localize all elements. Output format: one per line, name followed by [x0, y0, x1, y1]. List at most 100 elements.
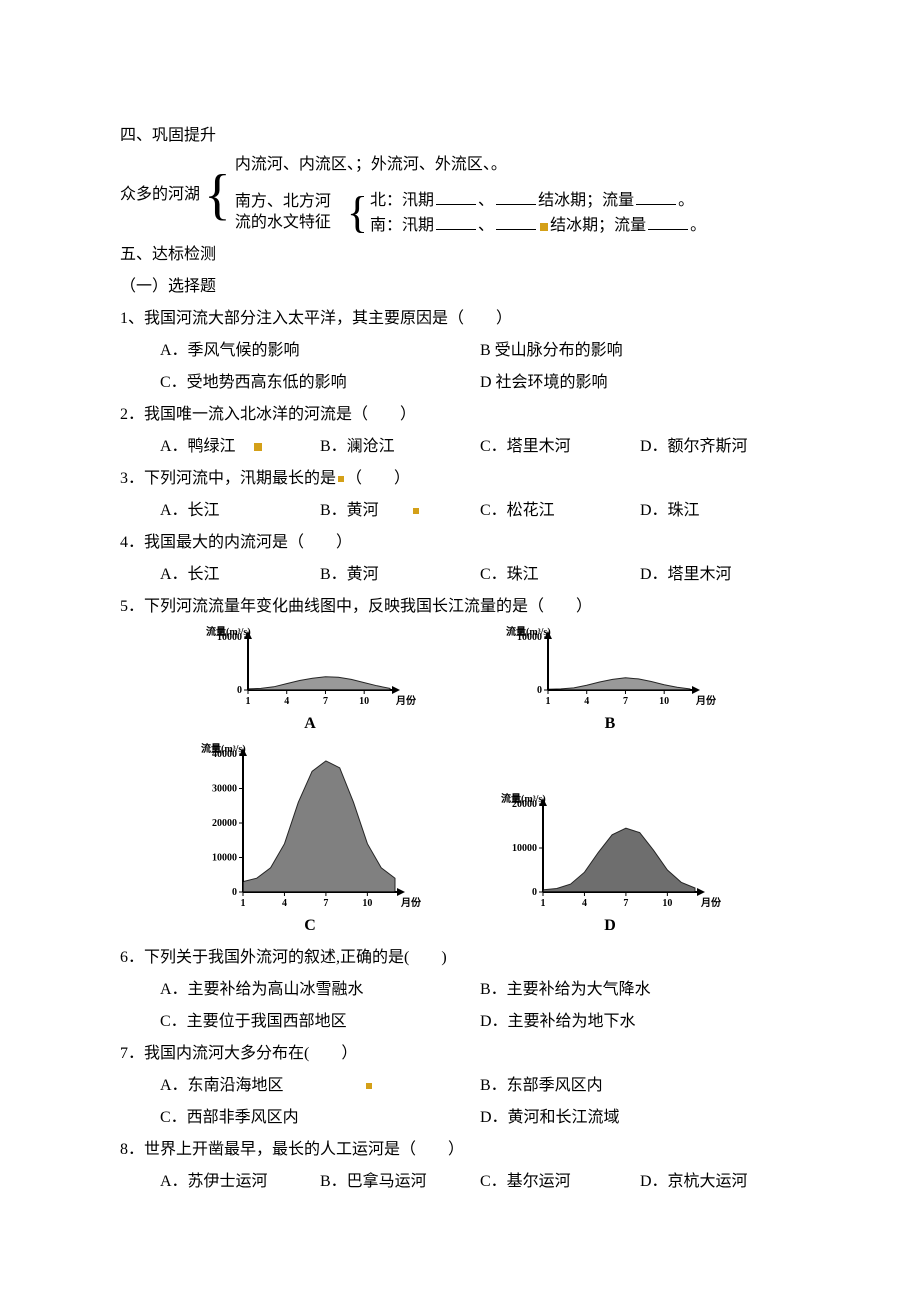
blank-input[interactable] [648, 213, 688, 230]
highlight-mark-icon [540, 223, 548, 231]
svg-text:1: 1 [241, 898, 246, 909]
svg-text:7: 7 [323, 696, 328, 707]
spacer [235, 178, 706, 188]
svg-text:0: 0 [232, 887, 237, 898]
q1-opt-b[interactable]: B 受山脉分布的影响 [480, 335, 800, 367]
svg-text:1: 1 [546, 696, 551, 707]
q6-opt-a[interactable]: A．主要补给为高山冰雪融水 [160, 974, 480, 1006]
svg-text:10000: 10000 [512, 843, 537, 854]
q1-opt-a[interactable]: A．季风气候的影响 [160, 335, 480, 367]
q7-options: A．东南沿海地区 B．东部季风区内 C．西部非季风区内 D．黄河和长江流域 [120, 1070, 800, 1134]
q2-opt-b[interactable]: B．澜沧江 [320, 431, 480, 463]
svg-text:7: 7 [623, 898, 628, 909]
q3-opt-d[interactable]: D．珠江 [640, 495, 800, 527]
q7-opt-a[interactable]: A．东南沿海地区 [160, 1070, 480, 1102]
q3-opt-c[interactable]: C．松花江 [480, 495, 640, 527]
text: 。 [678, 192, 694, 209]
q6-opt-b[interactable]: B．主要补给为大气降水 [480, 974, 800, 1006]
chart-c-col: 01000020000300004000014710流量(m³/s)月份 C [160, 740, 460, 942]
q8-opt-b[interactable]: B．巴拿马运河 [320, 1166, 480, 1198]
chart-a-col: 01000014710流量(m³/s)月份 A [160, 623, 460, 740]
text: 、 [478, 217, 494, 234]
chart-d-col: 0100002000014710流量(m³/s)月份 D [460, 740, 760, 942]
text: 北：汛期 [370, 192, 434, 209]
blank-input[interactable] [636, 188, 676, 205]
q8-opt-a[interactable]: A．苏伊士运河 [160, 1166, 320, 1198]
svg-text:月份: 月份 [395, 694, 417, 707]
q2-opt-c[interactable]: C．塔里木河 [480, 431, 640, 463]
svg-text:0: 0 [237, 685, 242, 696]
q3-opt-b[interactable]: B．黄河 [320, 495, 480, 527]
q7-opt-d[interactable]: D．黄河和长江流域 [480, 1102, 800, 1134]
svg-text:7: 7 [323, 898, 328, 909]
q1-opt-c[interactable]: C．受地势西高东低的影响 [160, 367, 480, 399]
svg-text:0: 0 [532, 887, 537, 898]
text: 南：汛期 [370, 217, 434, 234]
chart-b-col: 01000014710流量(m³/s)月份 B [460, 623, 760, 740]
blank-input[interactable] [436, 188, 476, 205]
text: 、 [478, 192, 494, 209]
text: A．鸭绿江 [160, 438, 236, 455]
svg-text:流量(m³/s): 流量(m³/s) [206, 625, 251, 638]
svg-text:月份: 月份 [400, 896, 422, 909]
blank-input[interactable] [496, 213, 536, 230]
q8-opt-d[interactable]: D．京杭大运河 [640, 1166, 800, 1198]
svg-text:20000: 20000 [212, 818, 237, 829]
q7-opt-c[interactable]: C．西部非季风区内 [160, 1102, 480, 1134]
q7-opt-b[interactable]: B．东部季风区内 [480, 1070, 800, 1102]
text: 结冰期；流量 [550, 217, 646, 234]
section4-title: 四、巩固提升 [120, 120, 800, 152]
q1-opt-d[interactable]: D 社会环境的影响 [480, 367, 800, 399]
svg-text:10: 10 [359, 696, 369, 707]
q4-opt-c[interactable]: C．珠江 [480, 559, 640, 591]
brace-icon: { [200, 167, 235, 223]
svg-text:4: 4 [282, 898, 287, 909]
q2-opt-a[interactable]: A．鸭绿江 [160, 431, 320, 463]
south-line: 南：汛期 、 结冰期；流量 。 [370, 213, 706, 239]
q5-stem: 5．下列河流流量年变化曲线图中，反映我国长江流量的是（ ） [120, 591, 800, 623]
q6-stem: 6．下列关于我国外流河的叙述,正确的是( ) [120, 942, 800, 974]
q3-options: A．长江 B．黄河 C．松花江 D．珠江 [120, 495, 800, 527]
text: 3．下列河流中，汛期最长的是 [120, 470, 336, 487]
q4-opt-b[interactable]: B．黄河 [320, 559, 480, 591]
q4-opt-a[interactable]: A．长江 [160, 559, 320, 591]
chart-b-label: B [605, 708, 616, 740]
q6-opt-d[interactable]: D．主要补给为地下水 [480, 1006, 800, 1038]
svg-text:7: 7 [623, 696, 628, 707]
svg-text:10: 10 [659, 696, 669, 707]
chart-b: 01000014710流量(m³/s)月份 [500, 623, 720, 708]
text: 。 [690, 217, 706, 234]
q6-opt-c[interactable]: C．主要位于我国西部地区 [160, 1006, 480, 1038]
blank-input[interactable] [496, 188, 536, 205]
svg-text:4: 4 [584, 696, 589, 707]
lakes-line1: 内流河、内流区、；外流河、外流区、。 [235, 152, 706, 178]
highlight-mark-icon [254, 443, 262, 451]
svg-text:流量(m³/s): 流量(m³/s) [201, 742, 246, 755]
q4-opt-d[interactable]: D．塔里木河 [640, 559, 800, 591]
text: （ ） [346, 470, 410, 487]
q3-opt-a[interactable]: A．长江 [160, 495, 320, 527]
hydro-label: 南方、北方河流的水文特征 [235, 192, 345, 234]
svg-text:流量(m³/s): 流量(m³/s) [506, 625, 551, 638]
lakes-lines: 内流河、内流区、；外流河、外流区、。 南方、北方河流的水文特征 { 北：汛期、结… [235, 152, 706, 239]
q8-opt-c[interactable]: C．基尔运河 [480, 1166, 640, 1198]
highlight-mark-icon [338, 476, 344, 482]
chart-d-label: D [604, 910, 616, 942]
q2-options: A．鸭绿江 B．澜沧江 C．塔里木河 D．额尔齐斯河 [120, 431, 800, 463]
blank-input[interactable] [436, 213, 476, 230]
svg-text:4: 4 [284, 696, 289, 707]
chart-c: 01000020000300004000014710流量(m³/s)月份 [195, 740, 425, 910]
lakes-label: 众多的河湖 [120, 179, 200, 211]
section5-title: 五、达标检测 [120, 239, 800, 271]
q1-stem: 1、我国河流大部分注入太平洋，其主要原因是（ ） [120, 303, 800, 335]
q2-opt-d[interactable]: D．额尔齐斯河 [640, 431, 800, 463]
q1-options: A．季风气候的影响 B 受山脉分布的影响 C．受地势西高东低的影响 D 社会环境… [120, 335, 800, 399]
q4-stem: 4．我国最大的内流河是（ ） [120, 527, 800, 559]
svg-text:1: 1 [541, 898, 546, 909]
q8-stem: 8．世界上开凿最早，最长的人工运河是（ ） [120, 1134, 800, 1166]
hydro-lines: 北：汛期、结冰期；流量。 南：汛期、结冰期；流量。 [370, 188, 706, 239]
svg-text:4: 4 [582, 898, 587, 909]
text: B．黄河 [320, 502, 379, 519]
highlight-mark-icon [366, 1083, 372, 1089]
svg-text:10: 10 [362, 898, 372, 909]
